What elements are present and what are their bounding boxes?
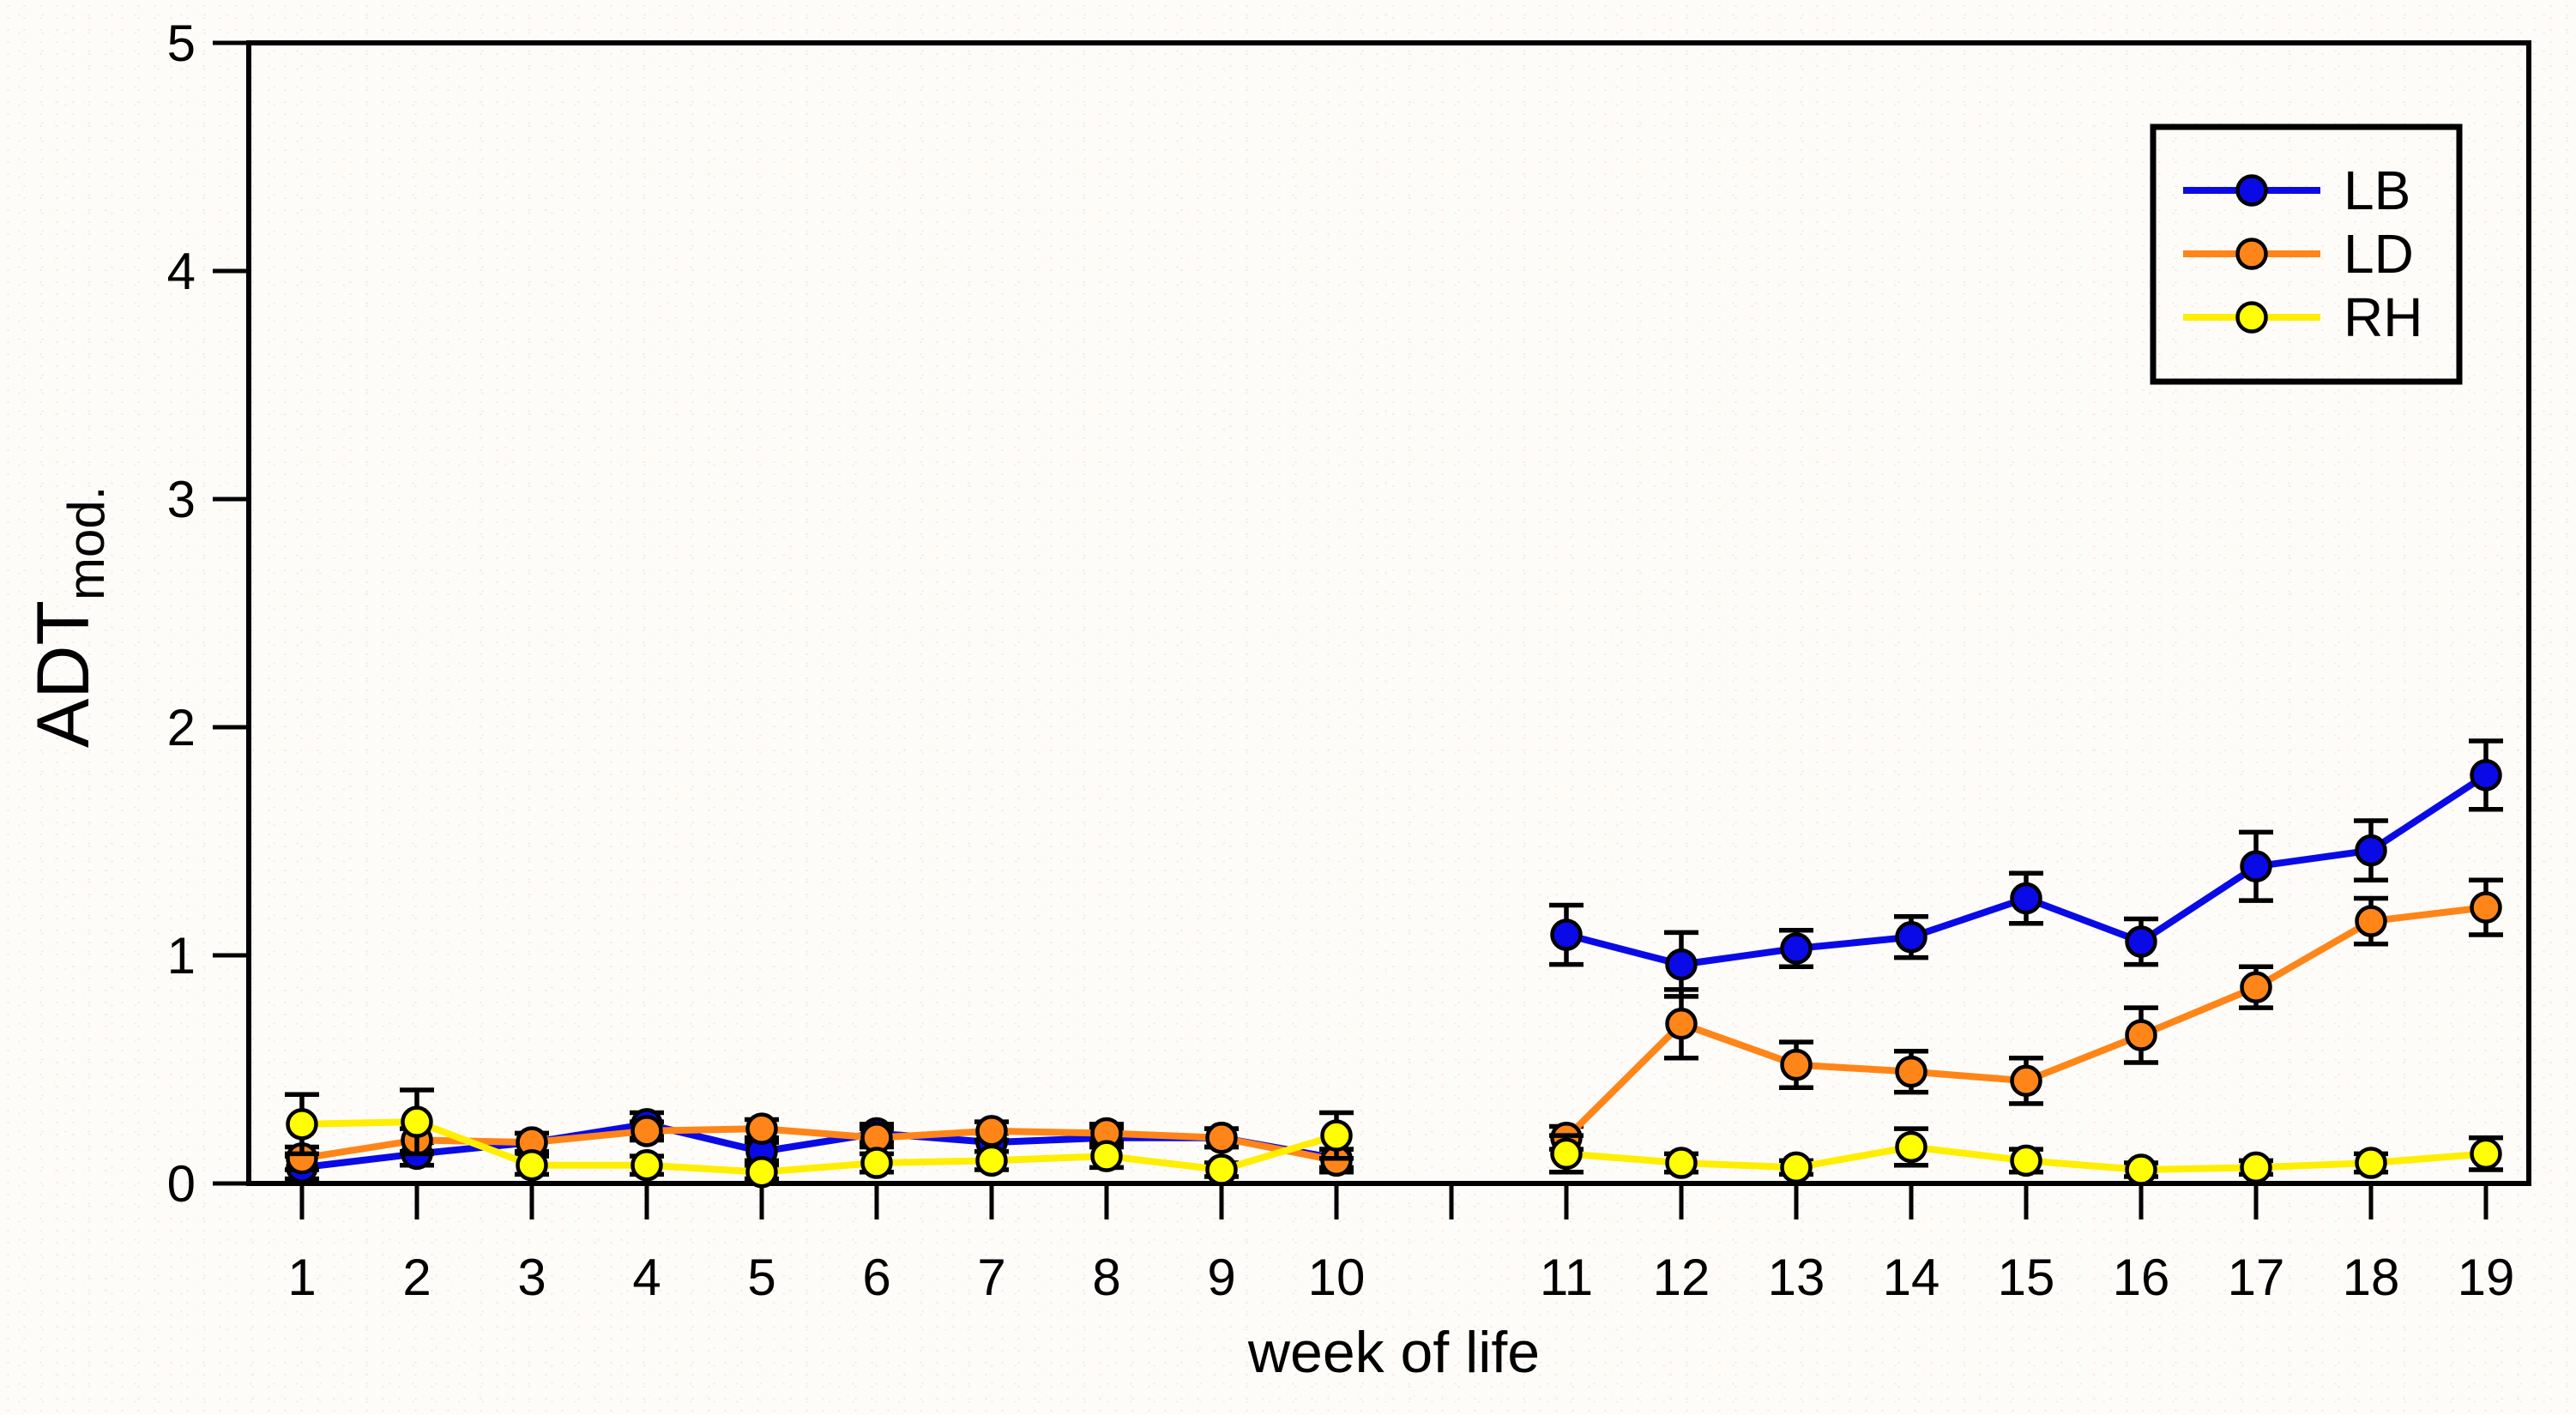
data-point-marker-LB (2355, 834, 2387, 867)
y-tick-label: 1 (167, 927, 196, 984)
data-point-marker-LD (1205, 1122, 1238, 1154)
data-point-marker-LD (745, 1112, 778, 1145)
legend-box (2150, 123, 2463, 385)
x-tick-label: 12 (1653, 1249, 1710, 1306)
y-axis-title-subscript: mod. (57, 486, 115, 600)
y-tick-label: 2 (167, 699, 196, 756)
data-point-marker-RH (516, 1148, 548, 1182)
x-tick-label: 13 (1768, 1249, 1825, 1306)
data-point-marker-RH (401, 1105, 433, 1138)
data-point-marker-RH (860, 1147, 893, 1179)
data-point-marker-RH (630, 1148, 663, 1182)
data-point-marker-LB (1780, 932, 1813, 965)
x-tick-label: 1 (287, 1249, 316, 1306)
x-tick-label: 17 (2228, 1249, 2285, 1306)
data-point-marker-RH (2010, 1144, 2042, 1177)
data-point-marker-LD (1665, 1008, 1698, 1040)
data-point-marker-RH (2355, 1147, 2387, 1179)
y-axis-title-main: ADT (22, 600, 105, 748)
x-tick-label: 16 (2113, 1249, 2170, 1306)
legend-label: LD (2344, 223, 2414, 285)
legend-item-RH: RH (2183, 286, 2422, 348)
series-LB (285, 738, 2503, 1184)
data-point-marker-RH (975, 1144, 1008, 1177)
data-point-marker-RH (1665, 1147, 1698, 1179)
data-point-marker-RH (2125, 1153, 2157, 1186)
data-point-marker-LD (2125, 1019, 2157, 1051)
data-point-marker-LD (1895, 1055, 1927, 1088)
x-tick-label: 6 (862, 1249, 890, 1306)
y-axis-title: ADTmod. (22, 486, 115, 748)
data-point-marker-LD (2355, 905, 2387, 937)
x-tick-label: 5 (747, 1249, 775, 1306)
x-tick-label: 11 (1540, 1249, 1593, 1306)
legend-marker-LD (2235, 238, 2268, 270)
x-tick-label: 7 (977, 1249, 1005, 1306)
data-point-marker-LD (630, 1115, 663, 1147)
legend-marker-RH (2235, 301, 2268, 334)
y-tick-label: 0 (167, 1155, 196, 1213)
legend-label: LB (2344, 160, 2410, 221)
x-axis-title: week of life (1247, 1320, 1540, 1385)
data-point-marker-RH (1780, 1151, 1813, 1184)
x-tick-label: 3 (517, 1249, 546, 1306)
x-tick-label: 9 (1207, 1249, 1235, 1306)
legend-item-LD: LD (2183, 223, 2414, 285)
data-point-marker-RH (1090, 1140, 1123, 1172)
data-point-marker-RH (1895, 1130, 1927, 1164)
data-point-marker-LB (1550, 918, 1583, 951)
x-tick-label: 8 (1092, 1249, 1120, 1306)
x-tick-label: 14 (1883, 1249, 1940, 1306)
x-tick-label: 2 (402, 1249, 431, 1306)
data-point-marker-RH (1550, 1137, 1583, 1171)
data-point-marker-RH (2470, 1137, 2502, 1171)
data-point-marker-RH (1205, 1153, 1238, 1186)
data-point-marker-LB (1665, 948, 1698, 981)
data-point-marker-LD (2470, 891, 2502, 924)
data-point-marker-LB (2125, 925, 2157, 958)
data-point-marker-RH (286, 1108, 318, 1141)
legend-marker-LB (2235, 174, 2268, 207)
series-line-RH (301, 1118, 1338, 1176)
y-tick-label: 4 (167, 243, 196, 300)
x-tick-label: 18 (2343, 1249, 2400, 1306)
data-point-marker-RH (2240, 1151, 2272, 1184)
x-tick-label: 15 (1998, 1249, 2055, 1306)
x-tick-label: 19 (2458, 1249, 2515, 1306)
legend-item-LB: LB (2183, 160, 2410, 221)
data-point-marker-RH (745, 1155, 778, 1189)
data-point-marker-LB (2240, 850, 2272, 883)
y-tick-label: 3 (167, 471, 196, 528)
data-point-marker-RH (1320, 1119, 1353, 1152)
data-point-marker-LB (1895, 920, 1927, 954)
data-point-marker-LD (975, 1115, 1008, 1147)
plot-frame (246, 40, 2531, 1186)
series-RH (285, 1087, 2503, 1189)
y-tick-label: 5 (167, 15, 196, 72)
data-point-marker-LB (2470, 759, 2502, 792)
data-point-marker-LD (1780, 1048, 1813, 1081)
x-tick-label: 4 (632, 1249, 661, 1306)
data-point-marker-LB (2010, 882, 2042, 915)
x-tick-label: 10 (1308, 1249, 1366, 1306)
data-point-marker-LD (2240, 971, 2272, 1003)
legend-label: RH (2344, 286, 2422, 348)
data-point-marker-LD (2010, 1064, 2042, 1098)
